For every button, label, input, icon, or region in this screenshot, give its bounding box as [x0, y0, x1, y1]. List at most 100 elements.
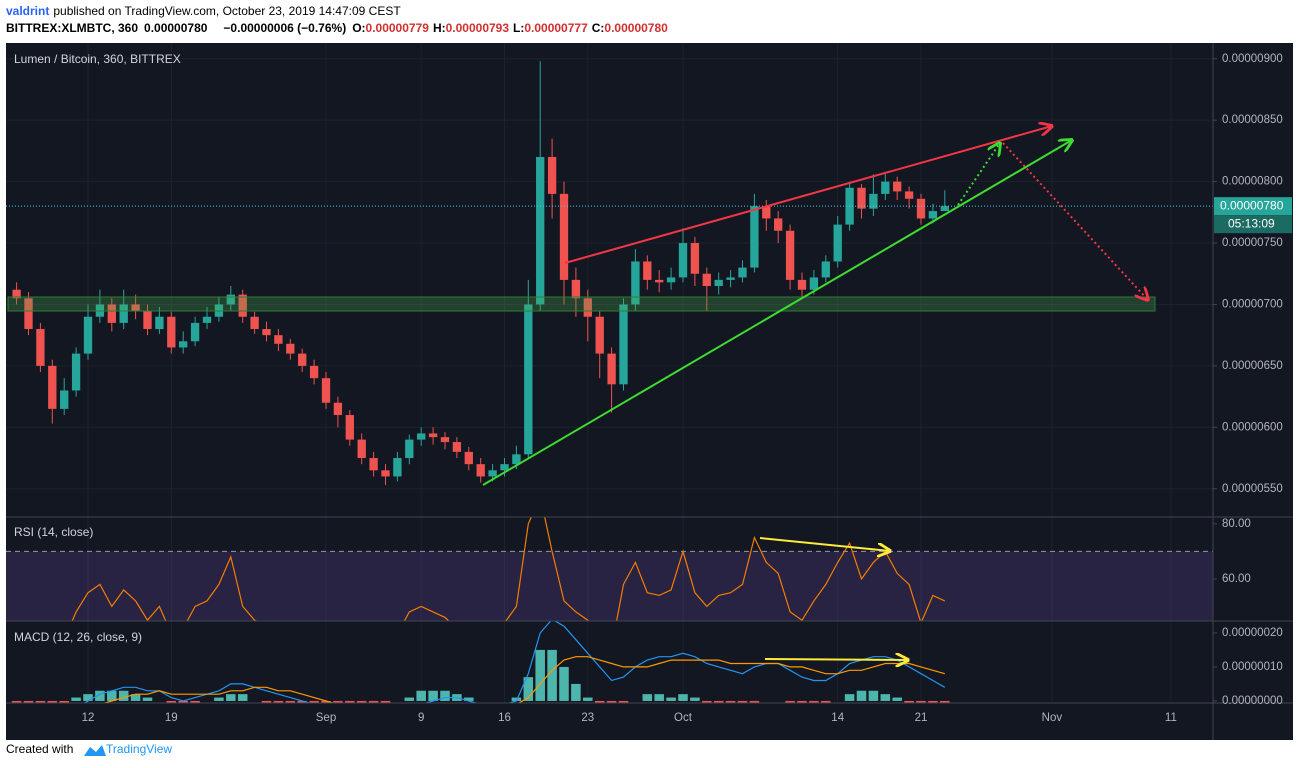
y-tick-label: 0.00000600 [1222, 421, 1283, 433]
histogram-bar [702, 700, 712, 703]
histogram-bar [690, 697, 700, 701]
histogram-bar [594, 700, 605, 703]
histogram-bar [83, 694, 93, 701]
candle-body [238, 294, 247, 317]
candle-body [190, 322, 200, 342]
candle-body [488, 470, 497, 477]
histogram-bar [571, 683, 581, 701]
pane-title: MACD (12, 26, close, 9) [14, 630, 142, 644]
pane-plot [6, 517, 1213, 621]
plots [6, 61, 1213, 703]
candle-body [298, 353, 307, 366]
axes: 12 19 Sep 9 16 23 Oct 14 21 Nov 11 0.00000550 0.0000… [82, 53, 1292, 724]
histogram-bar [737, 700, 748, 703]
histogram-bar [868, 690, 879, 701]
histogram-bar [678, 694, 688, 701]
histogram-bar [59, 700, 69, 703]
candle-body [774, 218, 783, 231]
brand-logo [84, 745, 106, 756]
histogram-bar [285, 700, 296, 703]
histogram-bar [368, 700, 379, 703]
histogram-bar [273, 700, 284, 703]
rsi-divergence [759, 537, 890, 551]
candle-body [179, 341, 188, 348]
candle-body [357, 439, 366, 459]
histogram-bar [880, 694, 891, 701]
drawings [482, 126, 1148, 660]
histogram-bar [107, 690, 117, 701]
candle-body [71, 353, 81, 391]
header-line: valdrint published on TradingView.com, Oc… [6, 4, 401, 18]
candle-body [893, 181, 902, 192]
x-tick-label: 23 [581, 712, 594, 724]
x-tick-label: 19 [165, 712, 178, 724]
histogram-bar [237, 694, 248, 701]
candle-body [262, 329, 271, 336]
x-tick-label: 11 [1165, 712, 1177, 724]
countdown-label: 05:13:09 [1228, 216, 1275, 230]
candle-body [381, 470, 390, 477]
x-tick-label: 9 [418, 712, 424, 724]
candle-body [869, 193, 878, 209]
histogram-bar [333, 700, 343, 703]
histogram-bar [797, 700, 807, 703]
candle-body [619, 304, 628, 385]
candle-body [536, 157, 545, 305]
y-tick-label: 0.00000650 [1222, 360, 1283, 372]
candle-body [714, 279, 723, 287]
histogram-bar [785, 700, 795, 703]
candle-body [24, 298, 33, 330]
pane-title: Lumen / Bitcoin, 360, BITTREX [14, 52, 181, 66]
countdown-box [1214, 215, 1292, 234]
support-line [482, 140, 1072, 486]
histogram-bar [118, 690, 129, 701]
h-label: H: [433, 21, 446, 35]
change: −0.00000006 (−0.76%) [223, 21, 346, 35]
y-tick-label: 0.00000550 [1222, 483, 1283, 495]
histogram-bar [35, 700, 46, 703]
l-label: L: [513, 21, 524, 35]
candle-body [857, 187, 866, 209]
y-tick-label: 0.00000020 [1222, 627, 1283, 639]
x-tick-label: 14 [831, 712, 844, 724]
candle-body [131, 304, 140, 311]
histogram-bar [642, 694, 653, 701]
candle-body [143, 310, 152, 330]
histogram-bar [606, 700, 617, 703]
candle-body [345, 415, 354, 440]
symbol: BITTREX:XLMBTC, 360 [6, 21, 138, 35]
candle-body [940, 206, 949, 212]
chart-background [6, 43, 1293, 740]
candle-body [702, 273, 711, 287]
candle-body [107, 304, 116, 323]
x-tick-label: Sep [316, 712, 336, 724]
rsi-band [6, 551, 1213, 621]
histogram-bar [226, 694, 236, 701]
candle-body [762, 206, 771, 219]
y-tick-label: 0.00000800 [1222, 176, 1283, 188]
candle-body [547, 157, 557, 194]
candle-body [809, 277, 819, 290]
histogram-bar [166, 700, 177, 703]
histogram-bar [713, 700, 724, 703]
candle-body [797, 279, 807, 290]
macd-divergence [764, 659, 908, 660]
annotations [7, 296, 1156, 312]
footer-brand[interactable]: TradingView [106, 742, 172, 756]
candle-body [631, 261, 640, 305]
histogram-bar [321, 700, 331, 703]
candle-body [607, 353, 616, 385]
price: 0.00000780 [144, 21, 208, 35]
candle-body [274, 335, 283, 344]
candle-body [750, 206, 759, 268]
histogram-bar [47, 700, 58, 703]
histogram-bar [511, 697, 522, 701]
projection-down [1002, 142, 1148, 300]
candle-body [12, 289, 21, 299]
author[interactable]: valdrint [6, 4, 49, 18]
h-value: 0.00000793 [446, 21, 510, 35]
candle-body [500, 464, 509, 471]
histogram-bar [130, 694, 141, 701]
histogram-bar [904, 700, 914, 703]
